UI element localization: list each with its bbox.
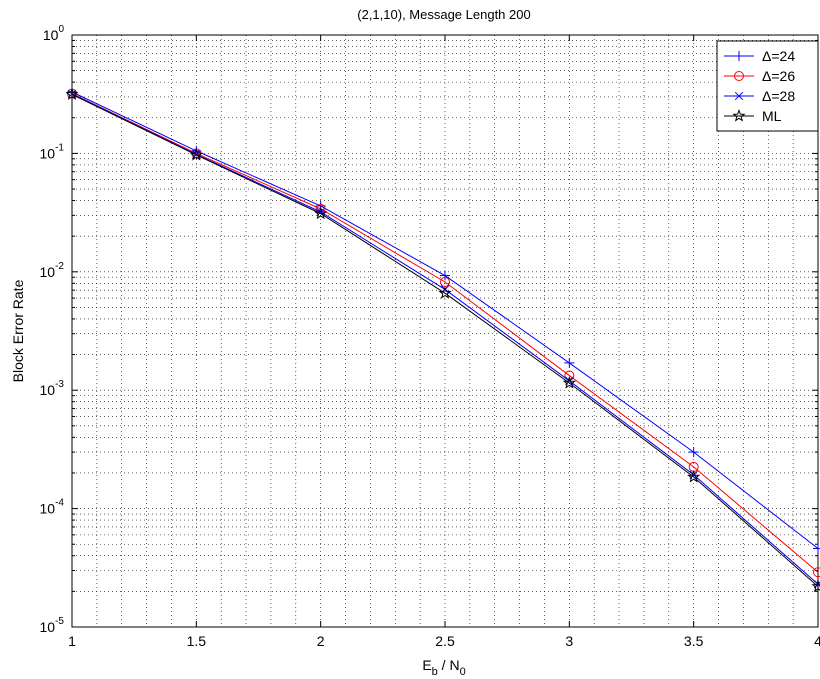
data-point [564,370,575,381]
legend-label: Δ=26 [762,68,795,84]
chart-title: (2,1,10), Message Length 200 [357,7,530,22]
series-1 [67,87,820,554]
y-tick-label: 10-5 [40,616,65,635]
legend-marker [734,51,744,61]
y-axis-label: Block Error Rate [10,279,26,382]
legend-label: Δ=28 [762,88,795,104]
series-layer [65,87,820,593]
y-tick-label: 10-3 [40,379,65,398]
series-line [71,91,819,549]
data-point [564,357,575,368]
series-2 [67,88,820,578]
grid [72,35,818,627]
legend-marker [734,91,744,101]
x-tick-label: 1 [68,633,76,649]
legend-label: ML [762,108,782,124]
data-point [813,543,820,554]
x-tick-label: 3.5 [684,633,704,649]
axis-ticks: 1 1.5 2 2.5 3 3.5 4 10-5 10-4 10-3 10-2 10-1 100 [40,24,820,649]
legend-marker [734,71,744,81]
series-4 [65,87,820,593]
x-axis-label: Eb / N0 [422,657,465,678]
y-tick-label: 10-1 [40,142,65,161]
data-point [813,567,820,578]
x-tick-label: 4 [814,633,820,649]
data-point [65,87,79,101]
legend-marker [732,109,746,122]
x-tick-label: 2 [317,633,325,649]
series-line [71,93,819,573]
y-tick-label: 100 [43,24,65,43]
y-tick-label: 10-4 [40,498,65,517]
data-point [562,376,576,389]
y-tick-label: 10-2 [40,261,65,280]
data-point [438,286,452,299]
legend-entry: Δ=26 [724,68,795,84]
series-line [71,93,819,587]
data-point [687,470,701,483]
data-point [440,270,450,281]
data-point [189,148,203,161]
data-point [688,447,699,458]
legend-entry: Δ=28 [724,88,795,104]
x-tick-label: 3 [565,633,573,649]
x-tick-label: 1.5 [187,633,207,649]
legend: Δ=24 Δ=26 Δ=28 ML [716,40,819,132]
data-point [314,206,328,220]
legend-label: Δ=24 [762,48,795,64]
data-point [811,579,820,593]
legend-entry: Δ=24 [724,48,795,64]
x-tick-label: 2.5 [435,633,455,649]
legend-entry: ML [724,108,782,124]
